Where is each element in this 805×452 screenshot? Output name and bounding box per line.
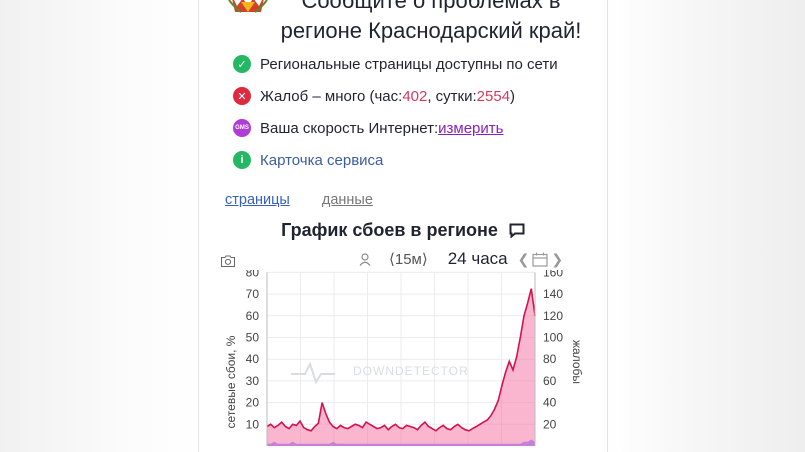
left-tick-label: 20 xyxy=(246,396,260,410)
status-speed: GMS Ваша скорость Интернет: измерить xyxy=(233,112,558,144)
chart-title: График сбоев в регионе xyxy=(199,220,607,241)
status-pages-available: ✓ Региональные страницы доступны по сети xyxy=(233,48,558,80)
y-axis-label-right: жалобы xyxy=(570,340,584,384)
x-circle-icon: ✕ xyxy=(233,87,251,105)
watermark-logo-icon xyxy=(291,361,335,385)
complaints-hour-count: 402 xyxy=(402,87,428,105)
measure-speed-link[interactable]: измерить xyxy=(438,119,504,137)
watermark-text: DOWNDETECTOR xyxy=(353,364,469,378)
content-panel: Сообщите о проблемах в регионе Краснодар… xyxy=(198,0,608,452)
left-tick-label: 40 xyxy=(246,352,260,366)
left-tick-label: 70 xyxy=(246,287,260,301)
right-tick-label: 160 xyxy=(543,270,563,279)
heading-line-1: Сообщите о проблемах в xyxy=(301,0,561,13)
tab-data[interactable]: данные xyxy=(321,192,373,208)
calendar-icon[interactable] xyxy=(532,252,548,267)
check-circle-icon: ✓ xyxy=(233,55,251,73)
complaints-area xyxy=(267,288,535,446)
right-tick-label: 60 xyxy=(543,374,557,388)
status-service-card[interactable]: i Карточка сервиса xyxy=(233,144,558,176)
complaints-mid: , сутки: xyxy=(427,87,477,105)
region-emblem-icon xyxy=(228,0,268,13)
left-tick-label: 60 xyxy=(246,309,260,323)
network-failures-area xyxy=(267,439,535,446)
chart-title-text: График сбоев в регионе xyxy=(281,220,498,240)
right-tick-label: 20 xyxy=(543,417,557,431)
status-pages-text: Региональные страницы доступны по сети xyxy=(260,55,558,73)
right-tick-label: 140 xyxy=(543,287,563,301)
status-list: ✓ Региональные страницы доступны по сети… xyxy=(233,48,558,176)
left-tick-label: 10 xyxy=(246,417,260,431)
service-card-link[interactable]: Карточка сервиса xyxy=(260,151,384,169)
page-heading: Сообщите о проблемах в регионе Краснодар… xyxy=(199,0,607,46)
y-axis-label-left: сетевые сбои, % xyxy=(224,335,238,428)
complaints-line xyxy=(266,288,536,432)
calendar-nav: ❮ ❯ xyxy=(518,251,563,268)
left-tick-label: 50 xyxy=(246,331,260,345)
chart-controls: ⟨15м⟩ 24 часа ❮ ❯ xyxy=(359,248,563,270)
complaints-suffix: ) xyxy=(510,87,516,105)
right-tick-label: 40 xyxy=(543,396,557,410)
view-tabs: страницы данные xyxy=(225,192,401,208)
person-icon[interactable] xyxy=(359,252,371,266)
speed-icon: GMS xyxy=(233,119,251,137)
chevron-left-icon[interactable]: ❮ xyxy=(517,250,530,267)
camera-icon[interactable] xyxy=(221,255,235,267)
complaints-prefix: Жалоб – много (час: xyxy=(260,87,403,105)
period-label: 24 часа xyxy=(447,249,508,268)
right-tick-label: 80 xyxy=(543,352,557,366)
chevron-right-icon[interactable]: ❯ xyxy=(551,250,564,267)
complaints-day-count: 2554 xyxy=(476,87,511,105)
interval-selector[interactable]: ⟨15м⟩ xyxy=(389,251,428,268)
right-tick-label: 100 xyxy=(543,331,563,345)
left-tick-label: 30 xyxy=(246,374,260,388)
outage-chart: DOWNDETECTOR 10 20 30 40 50 60 70 80 20 40 60 80 100 1… xyxy=(224,270,584,446)
heading-line-2: регионе Краснодарский край! xyxy=(280,18,582,43)
info-circle-icon: i xyxy=(233,151,251,169)
speed-prefix: Ваша скорость Интернет: xyxy=(260,119,439,137)
right-tick-label: 120 xyxy=(543,309,563,323)
tab-pages[interactable]: страницы xyxy=(225,192,290,208)
status-complaints: ✕ Жалоб – много (час: 402, сутки: 2554) xyxy=(233,80,558,112)
left-tick-label: 80 xyxy=(246,270,260,279)
comment-icon[interactable] xyxy=(509,223,525,238)
